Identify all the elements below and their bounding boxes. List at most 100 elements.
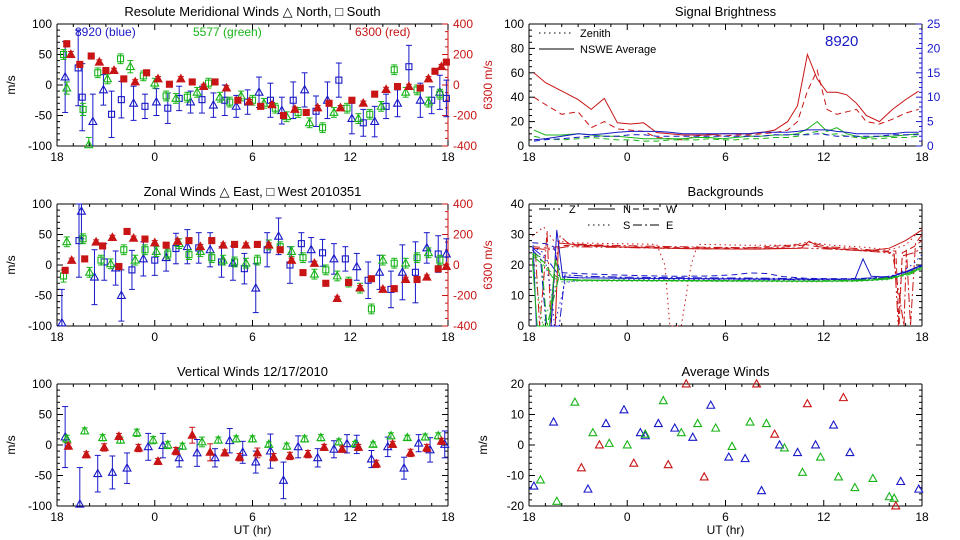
square-marker xyxy=(141,246,149,254)
square-marker xyxy=(198,96,206,104)
triangle-marker xyxy=(353,442,364,451)
triangle-marker xyxy=(404,81,414,90)
triangle-marker xyxy=(215,91,225,101)
square-marker xyxy=(185,237,193,245)
triangle-marker xyxy=(171,93,181,102)
triangle-marker xyxy=(913,483,924,493)
triangle-marker xyxy=(420,431,431,441)
square-marker xyxy=(151,256,159,264)
triangle-marker xyxy=(815,451,826,461)
series-5577-zonal xyxy=(59,233,444,315)
triangle-marker xyxy=(378,284,388,293)
triangle-marker xyxy=(337,443,347,453)
y-tick-label: 40 xyxy=(511,90,525,104)
legend-label: N xyxy=(623,204,631,216)
triangle-marker xyxy=(158,440,168,450)
legend-label: Zenith xyxy=(580,28,611,40)
square-marker xyxy=(319,249,327,257)
series-6300-nswe-avg xyxy=(533,52,919,136)
square-marker xyxy=(208,254,216,262)
x-tick-label: 6 xyxy=(249,150,256,164)
y-tick-label: 50 xyxy=(39,48,53,62)
triangle-marker xyxy=(400,86,411,96)
square-marker xyxy=(79,235,87,243)
x-axis: 18 0 6 12 18 xyxy=(50,24,455,164)
legend-label: NSWE Average xyxy=(580,44,656,56)
square-marker xyxy=(76,60,84,68)
triangle-marker xyxy=(792,447,803,457)
x-tick-label: 0 xyxy=(151,510,158,524)
triangle-marker xyxy=(61,433,72,443)
line-bg-5577-s xyxy=(531,257,923,327)
legend-label: S xyxy=(623,220,630,232)
series-8920-vertical xyxy=(60,406,450,508)
x-tick-label: 0 xyxy=(624,510,631,524)
x-tick-label: 6 xyxy=(722,150,729,164)
triangle-marker xyxy=(172,236,183,245)
series-5577-zenith xyxy=(533,130,919,142)
triangle-marker xyxy=(810,439,821,449)
triangle-marker xyxy=(316,432,326,442)
triangle-marker xyxy=(535,474,546,484)
triangle-marker xyxy=(335,102,346,112)
triangle-marker xyxy=(751,378,762,388)
triangle-marker xyxy=(423,247,434,257)
square-marker xyxy=(226,98,234,106)
triangle-marker xyxy=(329,443,339,453)
triangle-marker xyxy=(267,99,277,109)
square-marker xyxy=(128,266,136,274)
triangle-marker xyxy=(91,236,101,246)
x-tick-label: 18 xyxy=(441,150,455,164)
y-axis-right: -400 -200 0 200 400 6300 m/s xyxy=(442,197,495,333)
square-marker xyxy=(322,266,330,274)
triangle-marker xyxy=(387,439,398,448)
series-5577-average xyxy=(535,395,899,505)
triangle-marker xyxy=(850,482,860,492)
y-tick-label: -100 xyxy=(28,319,52,333)
line-6300-zenith xyxy=(533,68,919,141)
y-right-tick-label: 200 xyxy=(453,228,473,242)
triangle-marker xyxy=(278,475,289,484)
triangle-marker xyxy=(84,266,95,276)
y-tick-label: 40 xyxy=(511,197,525,211)
triangle-marker xyxy=(109,65,119,74)
square-marker xyxy=(436,90,444,98)
y-tick-label: 0 xyxy=(517,438,524,452)
square-marker xyxy=(63,40,71,48)
triangle-marker xyxy=(371,458,382,468)
y-tick-label: 20 xyxy=(511,115,525,129)
panel-title: Zonal Winds △ East, □ West 2010351 xyxy=(144,184,362,199)
triangle-marker xyxy=(60,71,70,81)
triangle-marker xyxy=(143,441,154,451)
triangle-marker xyxy=(66,255,77,264)
square-marker xyxy=(143,69,151,77)
y-right-tick-label: 0 xyxy=(927,139,934,153)
triangle-marker xyxy=(640,430,651,440)
square-marker xyxy=(325,99,333,107)
x-tick-label: 18 xyxy=(441,330,455,344)
triangle-marker xyxy=(224,435,235,445)
triangle-marker xyxy=(663,459,674,469)
triangle-marker xyxy=(263,439,274,448)
y-tick-label: 50 xyxy=(39,408,53,422)
y-tick-label: 0 xyxy=(45,438,52,452)
y-right-tick-label: 10 xyxy=(927,90,941,104)
x-tick-label: 18 xyxy=(522,510,536,524)
panel-title: Average Winds xyxy=(682,364,770,379)
series-6300-meridional xyxy=(63,40,450,120)
triangle-marker xyxy=(351,261,362,271)
triangle-marker xyxy=(653,418,664,428)
triangle-marker xyxy=(128,97,139,107)
y-axis-title: m/s xyxy=(4,435,18,454)
triangle-marker xyxy=(353,113,364,122)
square-marker xyxy=(276,246,284,254)
y-tick-label: 0 xyxy=(517,319,524,333)
series-8920-nswe-avg xyxy=(533,129,919,141)
y-axis-title: m/s xyxy=(4,255,18,274)
square-marker xyxy=(120,246,128,254)
square-marker xyxy=(319,124,327,132)
triangle-marker xyxy=(285,450,295,460)
triangle-marker xyxy=(89,271,100,281)
triangle-marker xyxy=(250,282,261,292)
line-bg-6300-e xyxy=(535,231,923,327)
